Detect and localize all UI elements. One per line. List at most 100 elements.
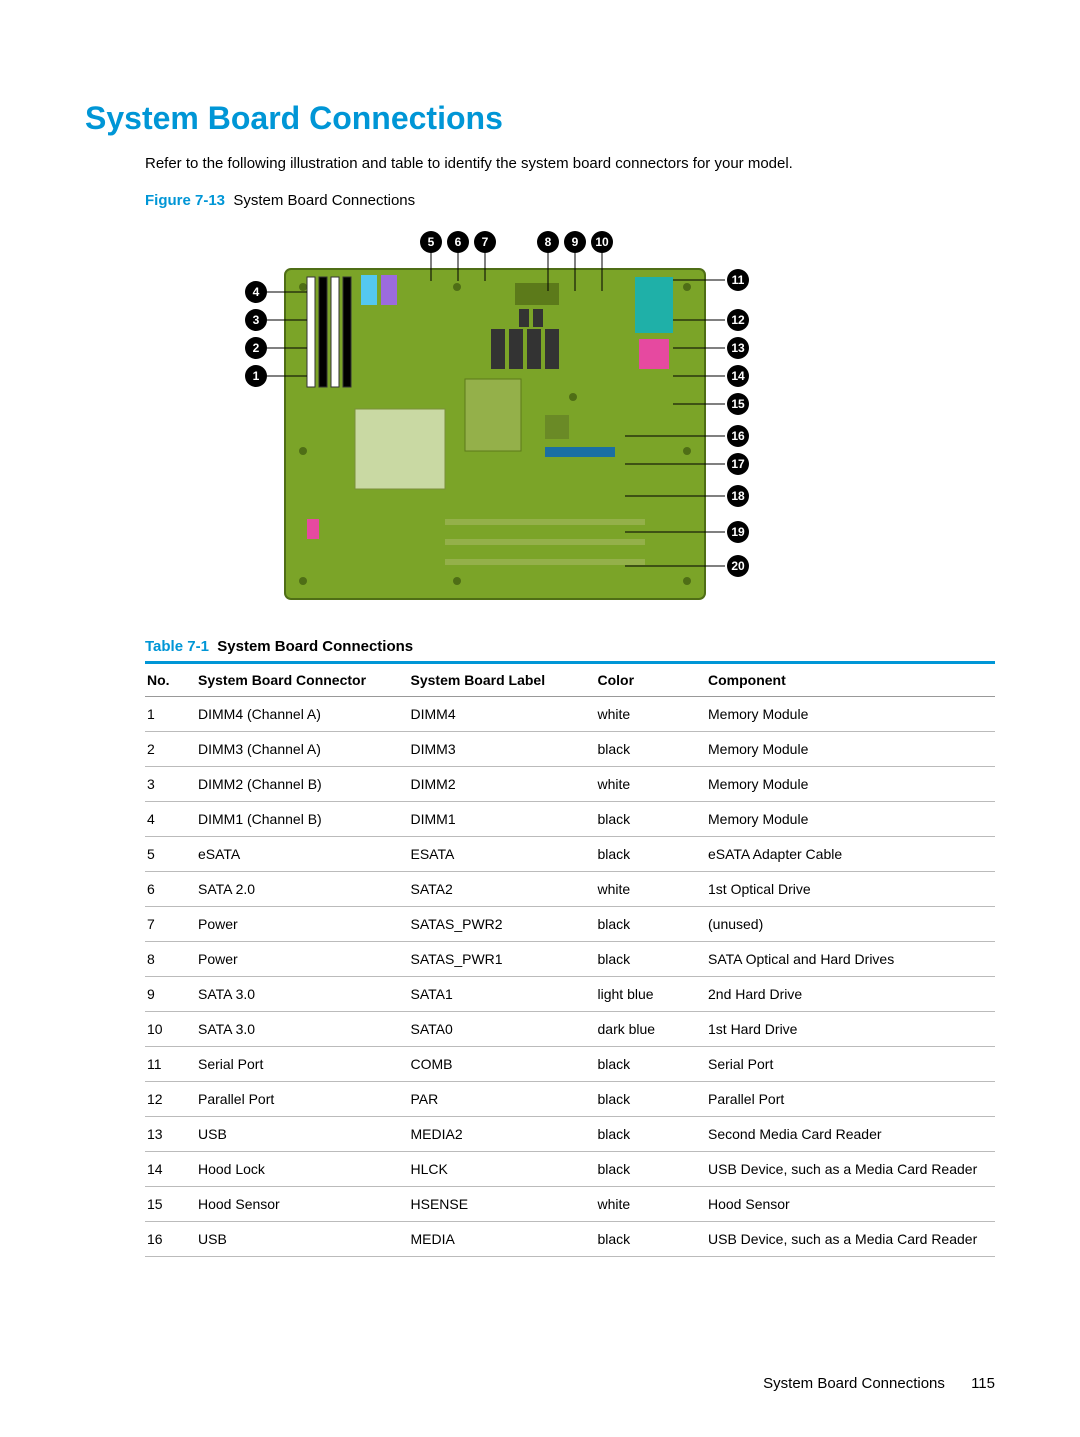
table-cell: DIMM4 (Channel A) [196,697,409,732]
table-row: 9SATA 3.0SATA1light blue2nd Hard Drive [145,977,995,1012]
svg-text:5: 5 [428,235,435,249]
table-caption: Table 7-1 System Board Connections [145,638,995,655]
table-cell: 4 [145,802,196,837]
table-cell: SATA 2.0 [196,872,409,907]
table-cell: Memory Module [706,697,995,732]
svg-text:6: 6 [455,235,462,249]
svg-text:10: 10 [595,235,609,249]
svg-text:8: 8 [545,235,552,249]
table-cell: 12 [145,1082,196,1117]
table-cell: black [596,907,707,942]
svg-text:11: 11 [732,273,745,287]
table-cell: black [596,802,707,837]
table-cell: DIMM1 (Channel B) [196,802,409,837]
svg-text:15: 15 [731,397,745,411]
table-body: 1DIMM4 (Channel A)DIMM4whiteMemory Modul… [145,697,995,1257]
figure-caption: Figure 7-13 System Board Connections [145,192,995,209]
table-row: 1DIMM4 (Channel A)DIMM4whiteMemory Modul… [145,697,995,732]
table-caption-text: System Board Connections [217,638,413,655]
table-cell: black [596,942,707,977]
table-cell: 1 [145,697,196,732]
table-cell: 16 [145,1222,196,1257]
table-cell: 2 [145,732,196,767]
table-cell: 7 [145,907,196,942]
intro-text: Refer to the following illustration and … [145,155,995,172]
table-row: 8PowerSATAS_PWR1blackSATA Optical and Ha… [145,942,995,977]
table-header-row: No.System Board ConnectorSystem Board La… [145,663,995,697]
table-cell: black [596,1047,707,1082]
table-cell: Parallel Port [706,1082,995,1117]
table-cell: 6 [145,872,196,907]
table-cell: DIMM4 [409,697,596,732]
table-cell: HSENSE [409,1187,596,1222]
table-cell: MEDIA2 [409,1117,596,1152]
table-cell: Power [196,942,409,977]
svg-text:12: 12 [731,313,745,327]
table-header-cell: No. [145,663,196,697]
table-row: 3DIMM2 (Channel B)DIMM2whiteMemory Modul… [145,767,995,802]
table-cell: PAR [409,1082,596,1117]
table-cell: 1st Optical Drive [706,872,995,907]
board-diagram: 5678910432111121314151617181920 [225,219,765,624]
table-cell: HLCK [409,1152,596,1187]
table-row: 16USBMEDIAblackUSB Device, such as a Med… [145,1222,995,1257]
svg-text:19: 19 [731,525,745,539]
table-cell: SATA1 [409,977,596,1012]
svg-text:4: 4 [253,285,260,299]
table-row: 5eSATAESATAblackeSATA Adapter Cable [145,837,995,872]
svg-text:2: 2 [253,341,260,355]
table-cell: Second Media Card Reader [706,1117,995,1152]
table-cell: SATA 3.0 [196,977,409,1012]
table-row: 13USBMEDIA2blackSecond Media Card Reader [145,1117,995,1152]
table-row: 2DIMM3 (Channel A)DIMM3blackMemory Modul… [145,732,995,767]
connections-table: No.System Board ConnectorSystem Board La… [145,661,995,1257]
table-cell: eSATA Adapter Cable [706,837,995,872]
table-cell: Serial Port [196,1047,409,1082]
table-row: 14Hood LockHLCKblackUSB Device, such as … [145,1152,995,1187]
table-cell: black [596,1117,707,1152]
table-cell: Memory Module [706,802,995,837]
table-cell: (unused) [706,907,995,942]
section-title: System Board Connections [85,100,995,137]
svg-text:13: 13 [731,341,745,355]
table-cell: DIMM2 (Channel B) [196,767,409,802]
table-cell: 14 [145,1152,196,1187]
svg-text:1: 1 [253,369,260,383]
figure-label: Figure 7-13 [145,192,225,209]
table-cell: COMB [409,1047,596,1082]
table-cell: Hood Sensor [706,1187,995,1222]
table-cell: black [596,837,707,872]
svg-text:9: 9 [572,235,579,249]
table-cell: Hood Sensor [196,1187,409,1222]
table-row: 11Serial PortCOMBblackSerial Port [145,1047,995,1082]
table-cell: Parallel Port [196,1082,409,1117]
table-cell: MEDIA [409,1222,596,1257]
table-cell: USB Device, such as a Media Card Reader [706,1222,995,1257]
table-cell: eSATA [196,837,409,872]
table-cell: Memory Module [706,732,995,767]
table-cell: 13 [145,1117,196,1152]
footer-text: System Board Connections [763,1375,945,1392]
table-cell: Hood Lock [196,1152,409,1187]
svg-text:16: 16 [731,429,745,443]
table-cell: USB Device, such as a Media Card Reader [706,1152,995,1187]
table-cell: SATA0 [409,1012,596,1047]
table-cell: white [596,1187,707,1222]
table-cell: Serial Port [706,1047,995,1082]
table-cell: SATA2 [409,872,596,907]
table-cell: DIMM2 [409,767,596,802]
table-label: Table 7-1 [145,638,209,655]
table-cell: white [596,697,707,732]
table-row: 10SATA 3.0SATA0dark blue1st Hard Drive [145,1012,995,1047]
svg-text:7: 7 [482,235,489,249]
board-diagram-svg: 5678910432111121314151617181920 [225,219,765,619]
table-cell: SATA Optical and Hard Drives [706,942,995,977]
table-header-cell: System Board Label [409,663,596,697]
svg-text:17: 17 [731,457,745,471]
table-cell: black [596,1082,707,1117]
table-header-cell: Color [596,663,707,697]
table-header-cell: System Board Connector [196,663,409,697]
table-cell: Memory Module [706,767,995,802]
table-cell: Power [196,907,409,942]
table-cell: DIMM3 (Channel A) [196,732,409,767]
